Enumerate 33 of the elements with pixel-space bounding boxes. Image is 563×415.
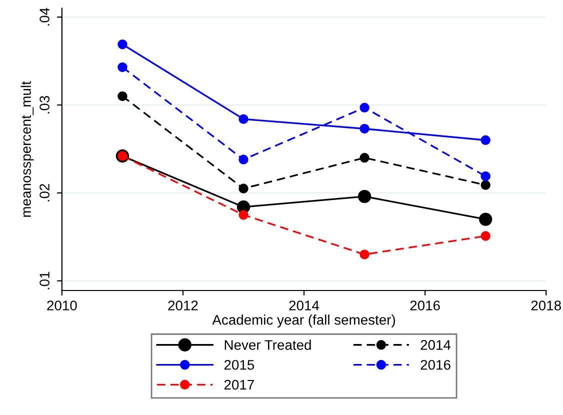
point <box>118 39 128 50</box>
legend-label: 2016 <box>420 360 450 370</box>
y-tick-label: .04 <box>40 8 50 26</box>
point <box>118 91 128 102</box>
legend-label: Never Treated <box>224 340 311 350</box>
y-tick-label: .03 <box>40 96 50 114</box>
x-tick-label: 2014 <box>289 300 320 310</box>
y-axis-title: meanosspercent_mult <box>20 81 34 217</box>
point <box>360 102 370 113</box>
legend-label: 2014 <box>420 340 451 350</box>
point <box>358 190 372 204</box>
point <box>480 135 490 146</box>
point <box>238 184 248 194</box>
y-tick-label: .02 <box>40 184 50 202</box>
point <box>238 210 248 220</box>
x-tick-label: 2012 <box>168 300 198 310</box>
point <box>480 231 490 241</box>
y-tick-label: .01 <box>40 272 50 290</box>
point <box>238 114 248 124</box>
legend-label: 2017 <box>224 380 254 390</box>
x-tick-label: 2018 <box>531 300 561 310</box>
point <box>238 154 248 164</box>
legend-label: 2015 <box>224 360 254 370</box>
point <box>360 152 370 163</box>
x-axis-title: Academic year (fall semester) <box>212 314 396 328</box>
point <box>360 124 370 134</box>
point <box>480 171 490 182</box>
point <box>118 62 128 72</box>
point <box>480 180 490 190</box>
x-tick-label: 2016 <box>410 300 440 310</box>
x-tick-label: 2010 <box>47 300 77 310</box>
point <box>360 250 370 260</box>
point <box>478 212 492 226</box>
